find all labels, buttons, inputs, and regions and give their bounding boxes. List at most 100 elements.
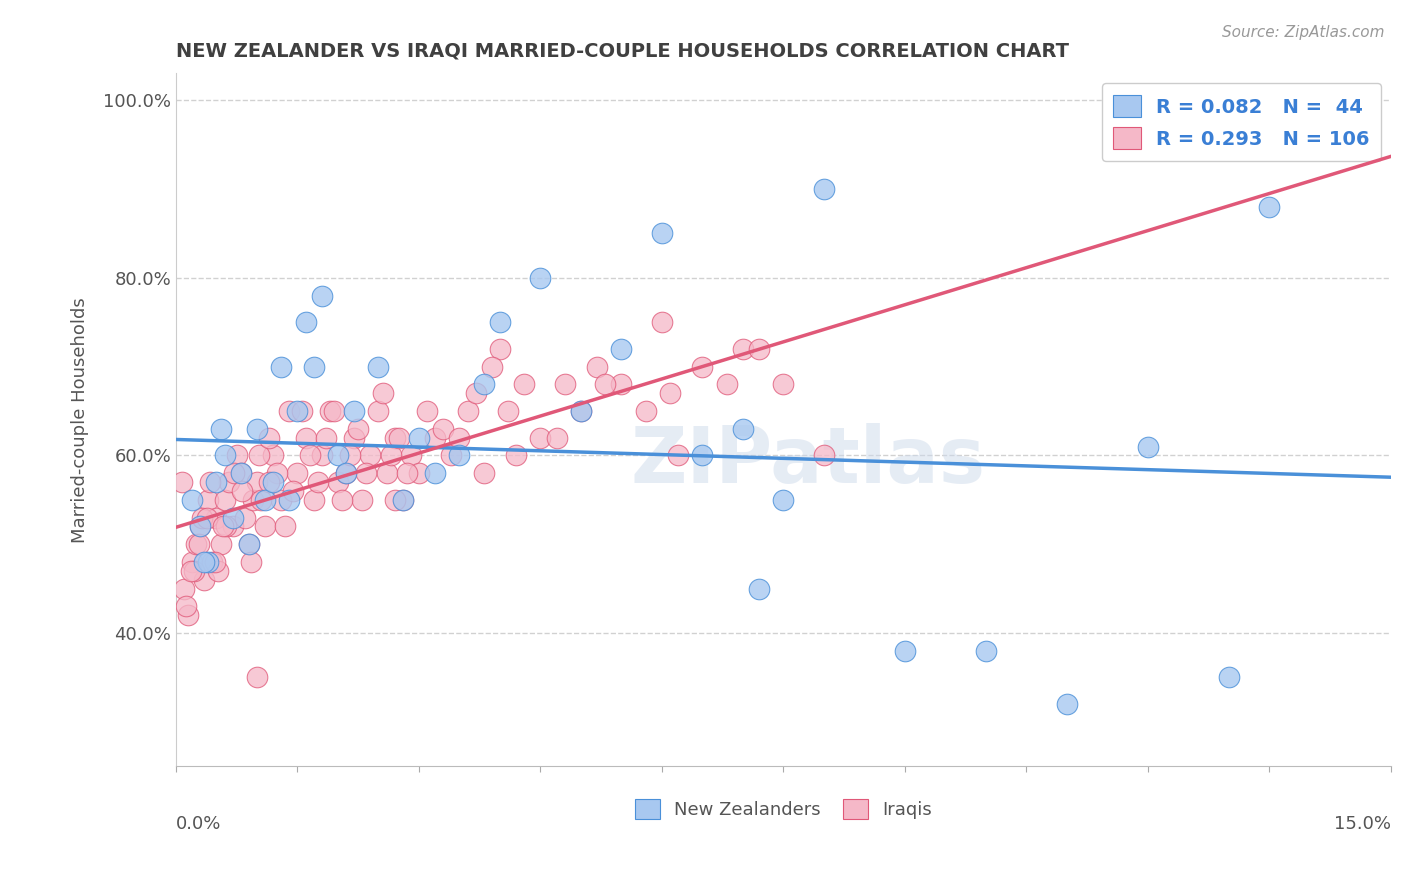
Point [359, 449, 381, 463]
Point [505, 449, 527, 463]
Point [247, 449, 270, 463]
Point [246, 475, 269, 489]
Point [813, 449, 835, 463]
Text: Source: ZipAtlas.com: Source: ZipAtlas.com [1222, 25, 1385, 40]
Point [335, 466, 357, 480]
Point [229, 466, 252, 480]
Point [246, 671, 269, 685]
Point [610, 342, 633, 356]
Point [440, 449, 463, 463]
Point [716, 377, 738, 392]
Point [399, 449, 422, 463]
Point [1136, 440, 1159, 454]
Point [205, 475, 228, 489]
Point [205, 510, 228, 524]
Point [311, 288, 333, 302]
Point [177, 608, 200, 623]
Point [183, 564, 205, 578]
Point [201, 555, 224, 569]
Point [391, 492, 413, 507]
Point [529, 270, 551, 285]
Point [472, 466, 495, 480]
Point [489, 315, 512, 329]
Text: ZIPatlas: ZIPatlas [630, 424, 986, 500]
Point [367, 404, 389, 418]
Point [384, 492, 406, 507]
Point [496, 404, 519, 418]
Point [209, 537, 232, 551]
Point [224, 466, 246, 480]
Point [449, 449, 471, 463]
Point [651, 227, 673, 241]
Point [218, 475, 240, 489]
Point [262, 449, 284, 463]
Point [395, 466, 418, 480]
Point [595, 377, 617, 392]
Point [287, 466, 309, 480]
Point [748, 582, 770, 596]
Point [692, 359, 714, 374]
Point [1056, 697, 1078, 711]
Point [634, 404, 657, 418]
Point [257, 431, 280, 445]
Point [772, 492, 794, 507]
Point [225, 449, 247, 463]
Point [356, 466, 378, 480]
Point [894, 644, 917, 658]
Point [191, 510, 214, 524]
Point [209, 422, 232, 436]
Point [278, 404, 301, 418]
Point [326, 475, 349, 489]
Point [250, 492, 273, 507]
Point [343, 404, 366, 418]
Point [352, 492, 374, 507]
Point [215, 519, 238, 533]
Point [464, 386, 486, 401]
Point [330, 492, 353, 507]
Point [186, 537, 208, 551]
Y-axis label: Married-couple Households: Married-couple Households [72, 297, 89, 542]
Point [554, 377, 576, 392]
Point [278, 492, 301, 507]
Point [731, 422, 754, 436]
Text: 0.0%: 0.0% [176, 814, 221, 833]
Point [457, 404, 479, 418]
Point [181, 492, 204, 507]
Point [229, 466, 252, 480]
Point [375, 466, 398, 480]
Point [180, 564, 202, 578]
Point [391, 492, 413, 507]
Point [335, 466, 357, 480]
Point [311, 449, 333, 463]
Point [246, 422, 269, 436]
Point [294, 315, 316, 329]
Point [221, 510, 243, 524]
Point [198, 475, 221, 489]
Point [692, 449, 714, 463]
Point [302, 492, 325, 507]
Point [238, 537, 260, 551]
Point [298, 449, 321, 463]
Point [481, 359, 503, 374]
Point [195, 510, 218, 524]
Point [193, 573, 215, 587]
Point [319, 404, 342, 418]
Point [569, 404, 592, 418]
Point [193, 555, 215, 569]
Point [323, 404, 346, 418]
Point [238, 537, 260, 551]
Point [343, 431, 366, 445]
Point [367, 359, 389, 374]
Point [231, 483, 253, 498]
Point [731, 342, 754, 356]
Point [610, 377, 633, 392]
Point [489, 342, 512, 356]
Point [472, 377, 495, 392]
Point [233, 510, 256, 524]
Point [813, 182, 835, 196]
Point [513, 377, 536, 392]
Point [425, 431, 447, 445]
Point [254, 519, 277, 533]
Point [274, 519, 297, 533]
Point [449, 431, 471, 445]
